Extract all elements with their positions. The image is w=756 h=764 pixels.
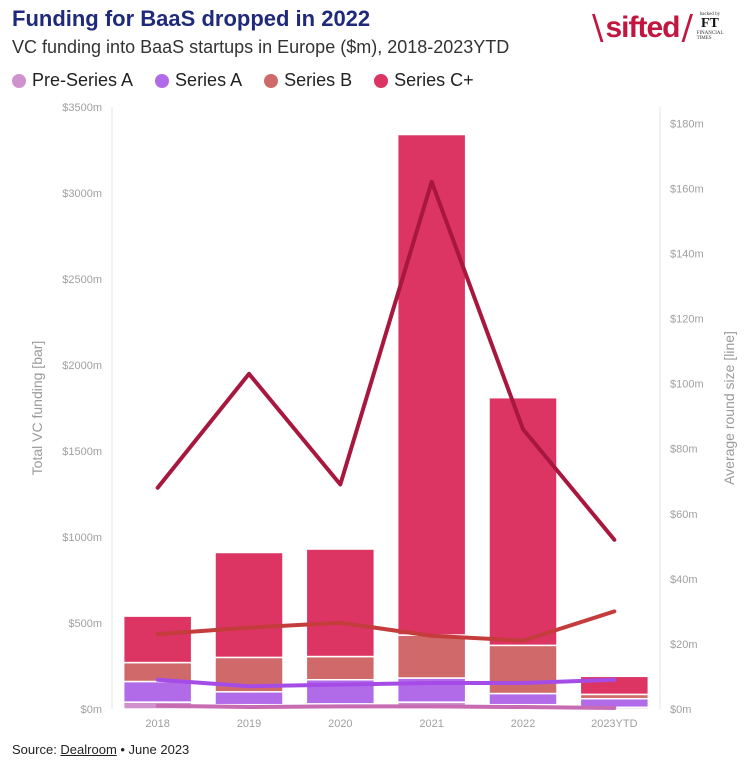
y2-tick-label: $80m: [670, 444, 698, 456]
bar-segment-2022-1: [488, 692, 558, 706]
y2-tick-label: $60m: [670, 509, 698, 521]
y-tick-label: $500m: [68, 618, 102, 630]
y-tick-label: $3000m: [62, 188, 102, 200]
ft-backed-by: backed by: [699, 12, 721, 17]
legend-label: Series C+: [394, 70, 474, 90]
chart-bars: [122, 133, 650, 710]
source-link[interactable]: Dealroom: [60, 742, 117, 757]
chart-subtitle: VC funding into BaaS startups in Europe …: [12, 37, 510, 57]
legend-item-series-b[interactable]: Series B: [264, 70, 352, 91]
y2-tick-label: $160m: [670, 183, 704, 195]
chart-axes: [111, 107, 661, 709]
line-series-0: [155, 703, 617, 711]
line-series-3: [155, 179, 617, 542]
legend-item-series-a[interactable]: Series A: [155, 70, 242, 91]
x-tick-label: 2019: [237, 718, 261, 730]
bar-segment-2021-2: [396, 634, 467, 679]
legend-swatch: [264, 73, 279, 88]
x-tick-label: 2021: [419, 718, 443, 730]
ft-logo: backed by FT FINANCIAL TIMES: [696, 12, 724, 44]
bar-segment-2021-3: [396, 133, 467, 636]
legend-label: Pre-Series A: [32, 70, 134, 90]
line-series-1: [155, 677, 617, 689]
y-tick-label: $2500m: [62, 274, 102, 286]
y2-axis-label: Average round size [line]: [721, 331, 737, 485]
y-tick-label: $1500m: [62, 446, 102, 458]
source-note: Source: Dealroom • June 2023: [12, 742, 189, 757]
logo-slash-left: \: [592, 8, 604, 48]
y-tick-label: $2000m: [62, 360, 102, 372]
source-suffix: • June 2023: [116, 742, 190, 757]
legend-swatch: [374, 73, 389, 88]
bar-segment-2019-3: [214, 551, 284, 659]
legend: Pre-Series A Series A Series B Series C+: [12, 70, 474, 91]
legend-item-series-c-plus[interactable]: Series C+: [374, 70, 474, 91]
y2-tick-label: $100m: [670, 379, 704, 391]
bar-segment-2020-3: [305, 548, 376, 658]
y2-tick-label: $20m: [670, 639, 698, 651]
logo-slash-right: /: [681, 8, 693, 48]
x-tick-label: 2023YTD: [591, 718, 638, 730]
y-tick-label: $1000m: [62, 532, 102, 544]
chart-ticks: $0m $500m $1000m $1500m $2000m $2500m $3000m $3…: [62, 102, 703, 730]
legend-label: Series A: [175, 70, 243, 90]
y2-tick-label: $120m: [670, 314, 704, 326]
line-series-2: [155, 609, 617, 643]
x-tick-label: 2020: [328, 718, 352, 730]
y2-tick-label: $180m: [670, 118, 704, 130]
logo-wordmark: sifted: [605, 11, 680, 44]
legend-item-pre-series-a[interactable]: Pre-Series A: [12, 70, 133, 91]
bar-segment-2018-1: [122, 680, 193, 703]
x-tick-label: 2018: [145, 718, 169, 730]
bar-segment-2022-2: [488, 644, 558, 695]
chart-lines: [155, 179, 617, 711]
y2-tick-label: $0m: [670, 704, 691, 716]
y-axis-label: Total VC funding [bar]: [29, 341, 45, 476]
legend-swatch: [155, 73, 170, 88]
chart-title: Funding for BaaS dropped in 2022: [12, 6, 371, 31]
y2-tick-label: $140m: [670, 248, 704, 260]
bar-segment-2018-3: [122, 615, 193, 664]
source-prefix: Source:: [12, 742, 61, 757]
legend-label: Series B: [284, 70, 353, 90]
x-tick-label: 2022: [511, 718, 535, 730]
bar-segment-2019-1: [214, 691, 284, 706]
y2-tick-label: $40m: [670, 574, 698, 586]
bar-segment-2020-2: [305, 655, 376, 681]
legend-swatch: [12, 73, 26, 88]
ft-caption: FINANCIAL TIMES: [696, 31, 724, 41]
sifted-logo: \ sifted / backed by FT FINANCIAL TIMES: [592, 8, 724, 48]
y-tick-label: $0m: [81, 704, 102, 716]
y-tick-label: $3500m: [62, 102, 102, 114]
bar-segment-2022-3: [488, 396, 558, 647]
ft-letters: FT: [701, 16, 719, 31]
